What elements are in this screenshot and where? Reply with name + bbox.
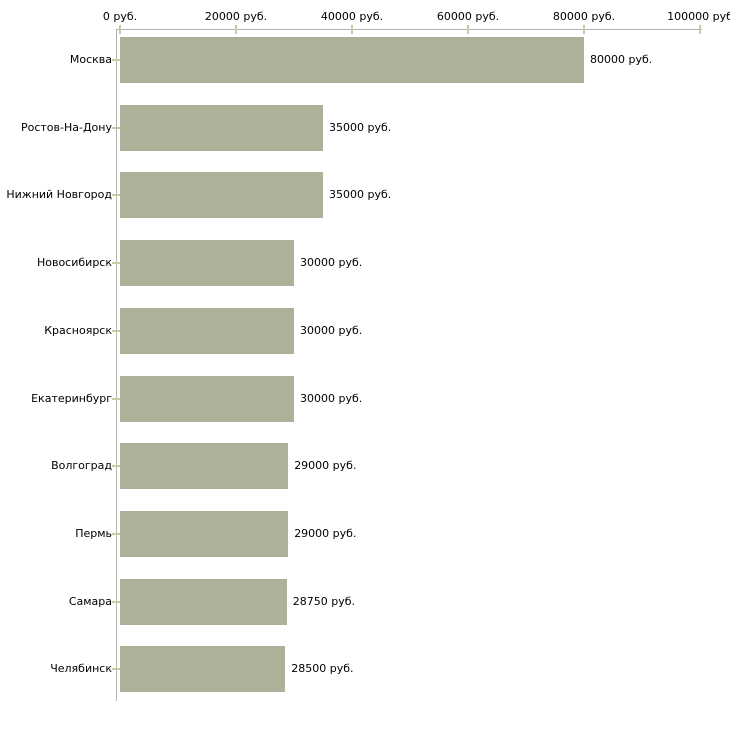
- category-tick-mark: [112, 262, 120, 265]
- category-tick-mark: [112, 59, 120, 61]
- category-label: Москва: [69, 53, 112, 66]
- category-label: Нижний Новгород: [6, 188, 112, 202]
- bar: [120, 307, 294, 354]
- category-label: Самара: [68, 594, 112, 608]
- bar: [120, 172, 323, 219]
- category-tick-mark: [112, 397, 120, 400]
- category-label: Новосибирск: [36, 256, 112, 270]
- category-tick-mark: [112, 465, 120, 468]
- x-axis-tick-mark: [583, 25, 585, 34]
- category-tick-mark: [112, 532, 120, 535]
- x-axis-tick-mark: [699, 25, 701, 34]
- x-axis-tick-label: 20000 руб.: [204, 10, 268, 23]
- x-axis-tick-label: 0 руб.: [102, 10, 138, 23]
- x-axis-tick-mark: [235, 25, 237, 34]
- x-axis-tick-label: 100000 руб: [667, 10, 730, 23]
- value-label: 35000 руб.: [329, 120, 392, 134]
- value-label: 28500 руб.: [291, 662, 354, 676]
- category-tick-mark: [112, 600, 120, 603]
- x-axis-tick-mark: [119, 25, 121, 34]
- value-label: 29000 руб.: [294, 459, 357, 473]
- x-axis-tick-label: 80000 руб.: [552, 10, 616, 23]
- category-tick-mark: [112, 668, 120, 671]
- bar: [120, 104, 323, 151]
- x-axis-tick-mark: [467, 25, 469, 34]
- bar: [120, 578, 287, 625]
- value-label: 35000 руб.: [329, 188, 392, 202]
- bar: [120, 37, 584, 83]
- bar: [120, 510, 289, 557]
- bar: [120, 375, 294, 422]
- value-label: 80000 руб.: [590, 53, 653, 66]
- category-label: Ростов-На-Дону: [20, 120, 112, 134]
- value-label: 29000 руб.: [294, 526, 357, 540]
- value-label: 28750 руб.: [292, 594, 356, 608]
- category-tick-mark: [112, 194, 120, 197]
- x-axis-tick-mark: [351, 25, 353, 34]
- x-axis-tick-label: 60000 руб.: [436, 10, 500, 23]
- category-tick-mark: [112, 126, 120, 129]
- category-label: Волгоград: [51, 459, 112, 473]
- value-label: 30000 руб.: [300, 323, 363, 337]
- bar: [120, 240, 294, 287]
- category-label: Челябинск: [50, 662, 112, 676]
- value-label: 30000 руб.: [300, 391, 363, 405]
- bar: [120, 443, 289, 490]
- category-label: Пермь: [75, 526, 112, 540]
- value-label: 30000 руб.: [300, 256, 363, 270]
- y-axis-line: [116, 29, 117, 701]
- category-label: Екатеринбург: [31, 391, 112, 405]
- category-label: Красноярск: [44, 323, 112, 337]
- x-axis-line: [116, 29, 702, 30]
- x-axis-tick-label: 40000 руб.: [320, 10, 384, 23]
- category-tick-mark: [112, 329, 120, 332]
- bar: [120, 646, 286, 693]
